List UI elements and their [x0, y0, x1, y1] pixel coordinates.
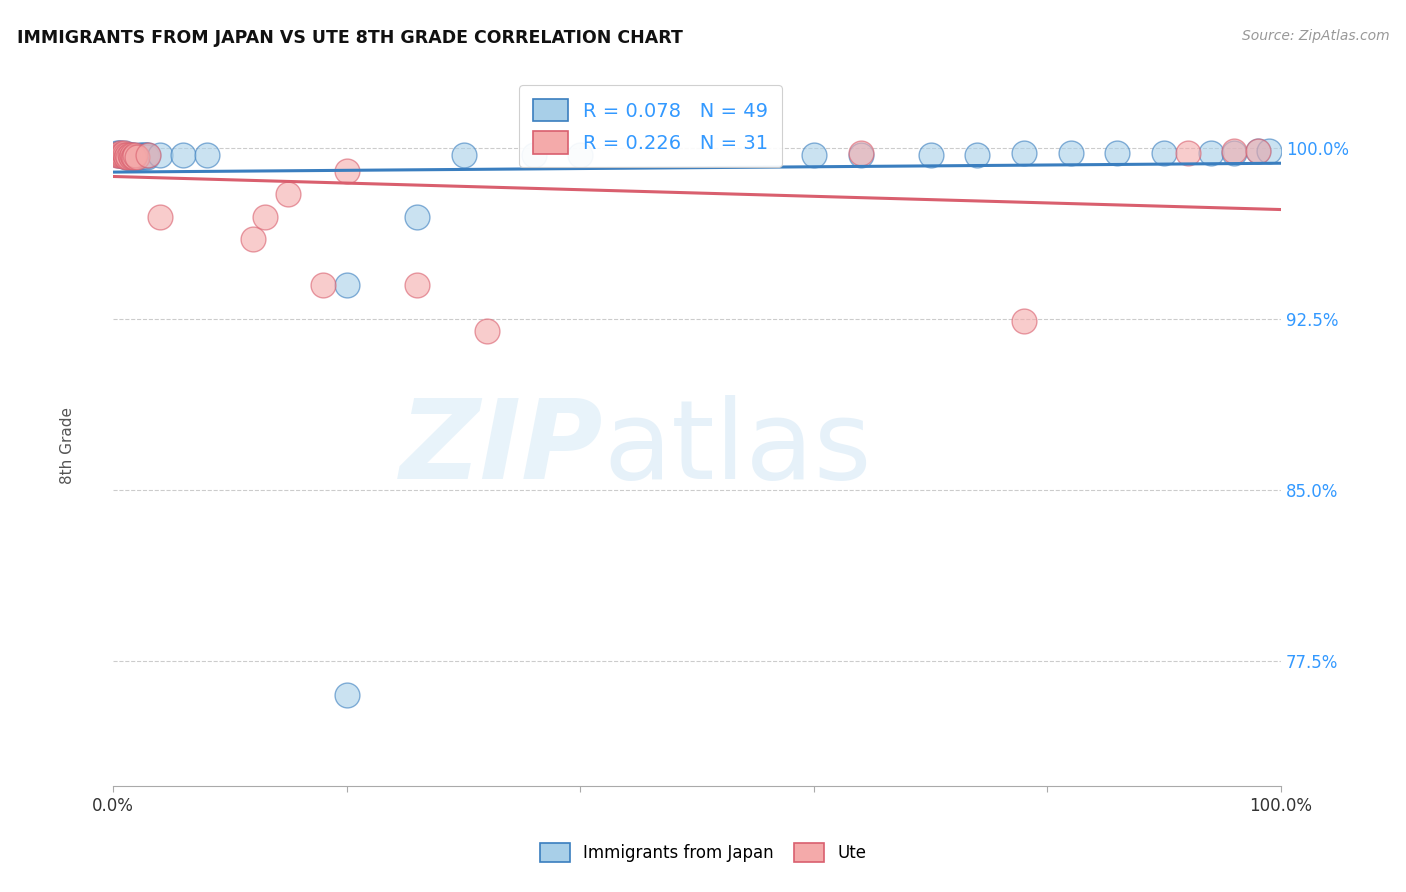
Point — [1223, 145, 1246, 160]
Point — [523, 148, 546, 162]
Point — [124, 150, 146, 164]
Point — [117, 150, 139, 164]
Point — [112, 148, 135, 162]
Point — [117, 150, 139, 164]
Point — [131, 148, 153, 162]
Point — [122, 150, 145, 164]
Point — [110, 145, 132, 160]
Point — [129, 148, 152, 162]
Point — [115, 150, 138, 164]
Point — [405, 277, 427, 292]
Point — [114, 148, 136, 162]
Point — [124, 148, 146, 162]
Point — [149, 210, 172, 224]
Point — [172, 148, 194, 162]
Point — [118, 148, 141, 162]
Point — [405, 210, 427, 224]
Text: 8th Grade: 8th Grade — [60, 408, 75, 484]
Point — [149, 148, 172, 162]
Point — [115, 150, 138, 164]
Point — [336, 164, 359, 178]
Point — [1258, 144, 1281, 158]
Point — [1060, 145, 1083, 160]
Point — [105, 145, 128, 160]
Point — [453, 148, 475, 162]
Point — [1177, 145, 1199, 160]
Text: atlas: atlas — [603, 395, 872, 502]
Point — [111, 148, 134, 162]
Point — [136, 148, 159, 162]
Point — [569, 148, 592, 162]
Point — [108, 145, 131, 160]
Point — [107, 148, 129, 162]
Point — [117, 148, 139, 162]
Point — [803, 148, 825, 162]
Point — [117, 148, 139, 162]
Point — [242, 232, 264, 246]
Point — [125, 150, 148, 164]
Point — [849, 145, 872, 160]
Point — [920, 148, 942, 162]
Point — [134, 148, 156, 162]
Point — [110, 148, 132, 162]
Point — [121, 148, 143, 162]
Point — [966, 148, 988, 162]
Point — [120, 150, 142, 164]
Point — [121, 148, 143, 162]
Point — [118, 148, 141, 162]
Point — [849, 148, 872, 162]
Point — [336, 688, 359, 702]
Point — [336, 277, 359, 292]
Point — [124, 150, 146, 164]
Legend: Immigrants from Japan, Ute: Immigrants from Japan, Ute — [531, 834, 875, 871]
Point — [128, 150, 150, 164]
Point — [125, 150, 148, 164]
Point — [110, 145, 132, 160]
Point — [1246, 144, 1268, 158]
Point — [135, 148, 157, 162]
Point — [120, 150, 142, 164]
Point — [136, 150, 159, 164]
Text: Source: ZipAtlas.com: Source: ZipAtlas.com — [1241, 29, 1389, 43]
Legend: R = 0.078   N = 49, R = 0.226   N = 31: R = 0.078 N = 49, R = 0.226 N = 31 — [519, 86, 782, 168]
Point — [114, 145, 136, 160]
Text: ZIP: ZIP — [401, 395, 603, 502]
Point — [1153, 145, 1175, 160]
Point — [1199, 145, 1222, 160]
Point — [108, 148, 131, 162]
Point — [112, 145, 135, 160]
Point — [129, 150, 152, 164]
Point — [254, 210, 277, 224]
Point — [127, 150, 149, 164]
Point — [124, 148, 146, 162]
Point — [136, 148, 159, 162]
Point — [195, 148, 218, 162]
Point — [1012, 314, 1035, 328]
Point — [122, 150, 145, 164]
Point — [1107, 145, 1129, 160]
Point — [132, 150, 155, 164]
Point — [111, 148, 134, 162]
Point — [1012, 145, 1035, 160]
Point — [105, 148, 128, 162]
Point — [110, 148, 132, 162]
Point — [1246, 144, 1268, 158]
Text: IMMIGRANTS FROM JAPAN VS UTE 8TH GRADE CORRELATION CHART: IMMIGRANTS FROM JAPAN VS UTE 8TH GRADE C… — [17, 29, 683, 46]
Point — [277, 186, 299, 201]
Point — [1223, 144, 1246, 158]
Point — [475, 324, 498, 338]
Point — [312, 277, 335, 292]
